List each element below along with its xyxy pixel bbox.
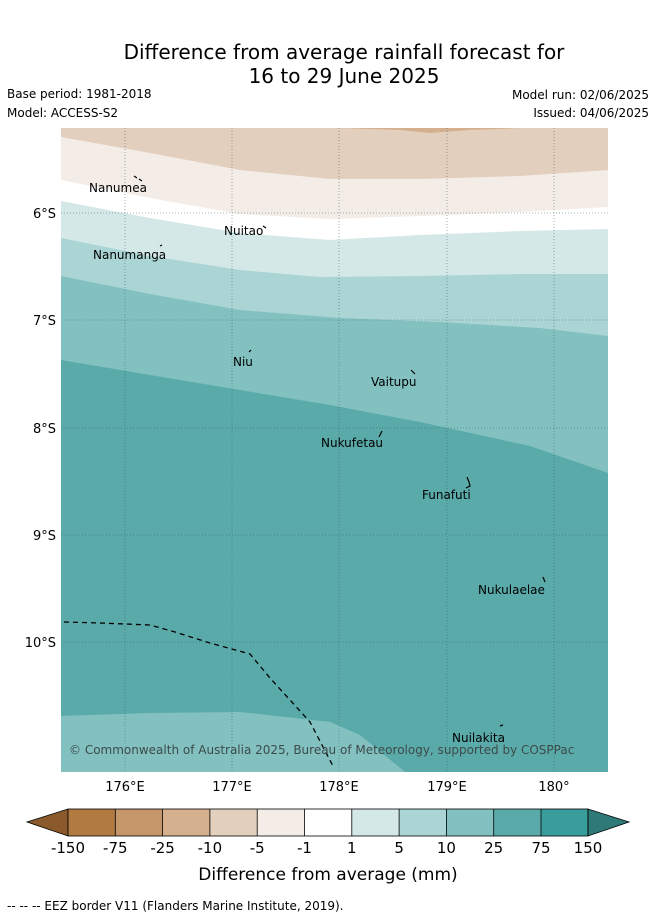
colorbar-extend-low: [25, 808, 69, 837]
colorbar-tick-label: 1: [347, 839, 357, 857]
island-nukulaelae-shape: [542, 576, 546, 583]
place-label: Nanumea: [89, 181, 147, 195]
x-tick-label: 178°E: [319, 780, 359, 795]
colorbar: -150 -75 -25 -10 -5 -1 1 5 10 25 75 150 …: [25, 808, 631, 885]
colorbar-tick-labels: -150 -75 -25 -10 -5 -1 1 5 10 25 75 150: [51, 839, 602, 857]
island-niu-shape: [248, 349, 252, 353]
colorbar-swatch: [115, 809, 163, 836]
place-label: Nukulaelae: [478, 583, 545, 597]
colorbar-tick-label: -75: [103, 839, 128, 857]
rainfall-bands: [61, 128, 608, 772]
island-shapes: [133, 175, 546, 727]
x-axis-labels: 176°E 177°E 178°E 179°E 180°: [105, 780, 569, 795]
colorbar-tick-label: -5: [250, 839, 265, 857]
y-tick-label: 7°S: [33, 314, 56, 329]
issued-date: Issued: 04/06/2025: [533, 106, 649, 120]
island-nuitao-shape: [262, 225, 267, 229]
band-10-25-south: [61, 712, 405, 772]
colorbar-swatch: [304, 809, 352, 836]
colorbar-swatch: [493, 809, 541, 836]
eez-footnote: -- -- -- EEZ border V11 (Flanders Marine…: [7, 899, 344, 913]
colorbar-tick-label: 10: [437, 839, 456, 857]
colorbar-tick-label: 25: [484, 839, 503, 857]
island-nuilakita-shape: [499, 724, 504, 727]
y-tick-label: 9°S: [33, 529, 56, 544]
colorbar-tick-label: -1: [297, 839, 312, 857]
colorbar-outline: [67, 808, 589, 837]
base-period: Base period: 1981-2018: [7, 87, 152, 101]
colorbar-tick-label: -25: [150, 839, 175, 857]
y-tick-label: 6°S: [33, 207, 56, 222]
place-label: Funafuti: [422, 488, 471, 502]
colorbar-swatch: [257, 809, 305, 836]
y-axis-labels: 6°S 7°S 8°S 9°S 10°S: [25, 207, 56, 651]
place-labels: Nanumea Nuitao Nanumanga Niu Vaitupu Nuk…: [89, 181, 545, 745]
colorbar-swatch: [351, 809, 400, 836]
place-label: Nanumanga: [93, 248, 166, 262]
copyright-text: © Commonwealth of Australia 2025, Bureau…: [69, 743, 574, 757]
x-tick-label: 177°E: [212, 780, 252, 795]
model-name: Model: ACCESS-S2: [7, 106, 119, 120]
island-nanumanga-shape: [159, 244, 163, 247]
y-tick-label: 10°S: [25, 636, 56, 651]
colorbar-tick-label: -10: [198, 839, 223, 857]
x-tick-label: 176°E: [105, 780, 145, 795]
place-label: Nukufetau: [321, 436, 383, 450]
model-run: Model run: 02/06/2025: [511, 88, 649, 102]
graticule: [61, 128, 608, 772]
colorbar-swatch: [541, 809, 588, 836]
place-label: Vaitupu: [371, 375, 417, 389]
x-tick-label: 179°E: [427, 780, 467, 795]
colorbar-swatch: [209, 809, 258, 836]
colorbar-swatch: [162, 809, 210, 836]
chart-title: Difference from average rainfall forecas…: [0, 40, 655, 88]
x-tick-label: 180°: [538, 780, 569, 795]
colorbar-dividers: [114, 809, 542, 836]
band-minus10-minus5: [61, 128, 608, 179]
place-label: Nuilakita: [452, 731, 505, 745]
colorbar-tick-label: 75: [531, 839, 550, 857]
island-nukufetau-shape: [378, 430, 383, 438]
colorbar-title: Difference from average (mm): [198, 865, 457, 885]
colorbar-swatch: [446, 809, 494, 836]
title-line-1: Difference from average rainfall forecas…: [123, 40, 565, 64]
island-funafuti-shape: [465, 476, 471, 489]
colorbar-swatch: [399, 809, 447, 836]
y-tick-label: 8°S: [33, 422, 56, 437]
colorbar-extend-high: [587, 808, 631, 837]
colorbar-swatch: [68, 809, 116, 836]
colorbar-tick-label: 150: [574, 839, 603, 857]
island-nanumea-shape: [133, 175, 143, 182]
colorbar-tick-label: -150: [51, 839, 85, 857]
colorbar-tick-label: 5: [394, 839, 404, 857]
island-vaitupu-shape: [410, 369, 416, 375]
place-label: Nuitao: [224, 224, 263, 238]
band-minus25-minus10: [340, 128, 520, 133]
place-label: Niu: [233, 355, 253, 369]
title-line-2: 16 to 29 June 2025: [248, 64, 440, 88]
